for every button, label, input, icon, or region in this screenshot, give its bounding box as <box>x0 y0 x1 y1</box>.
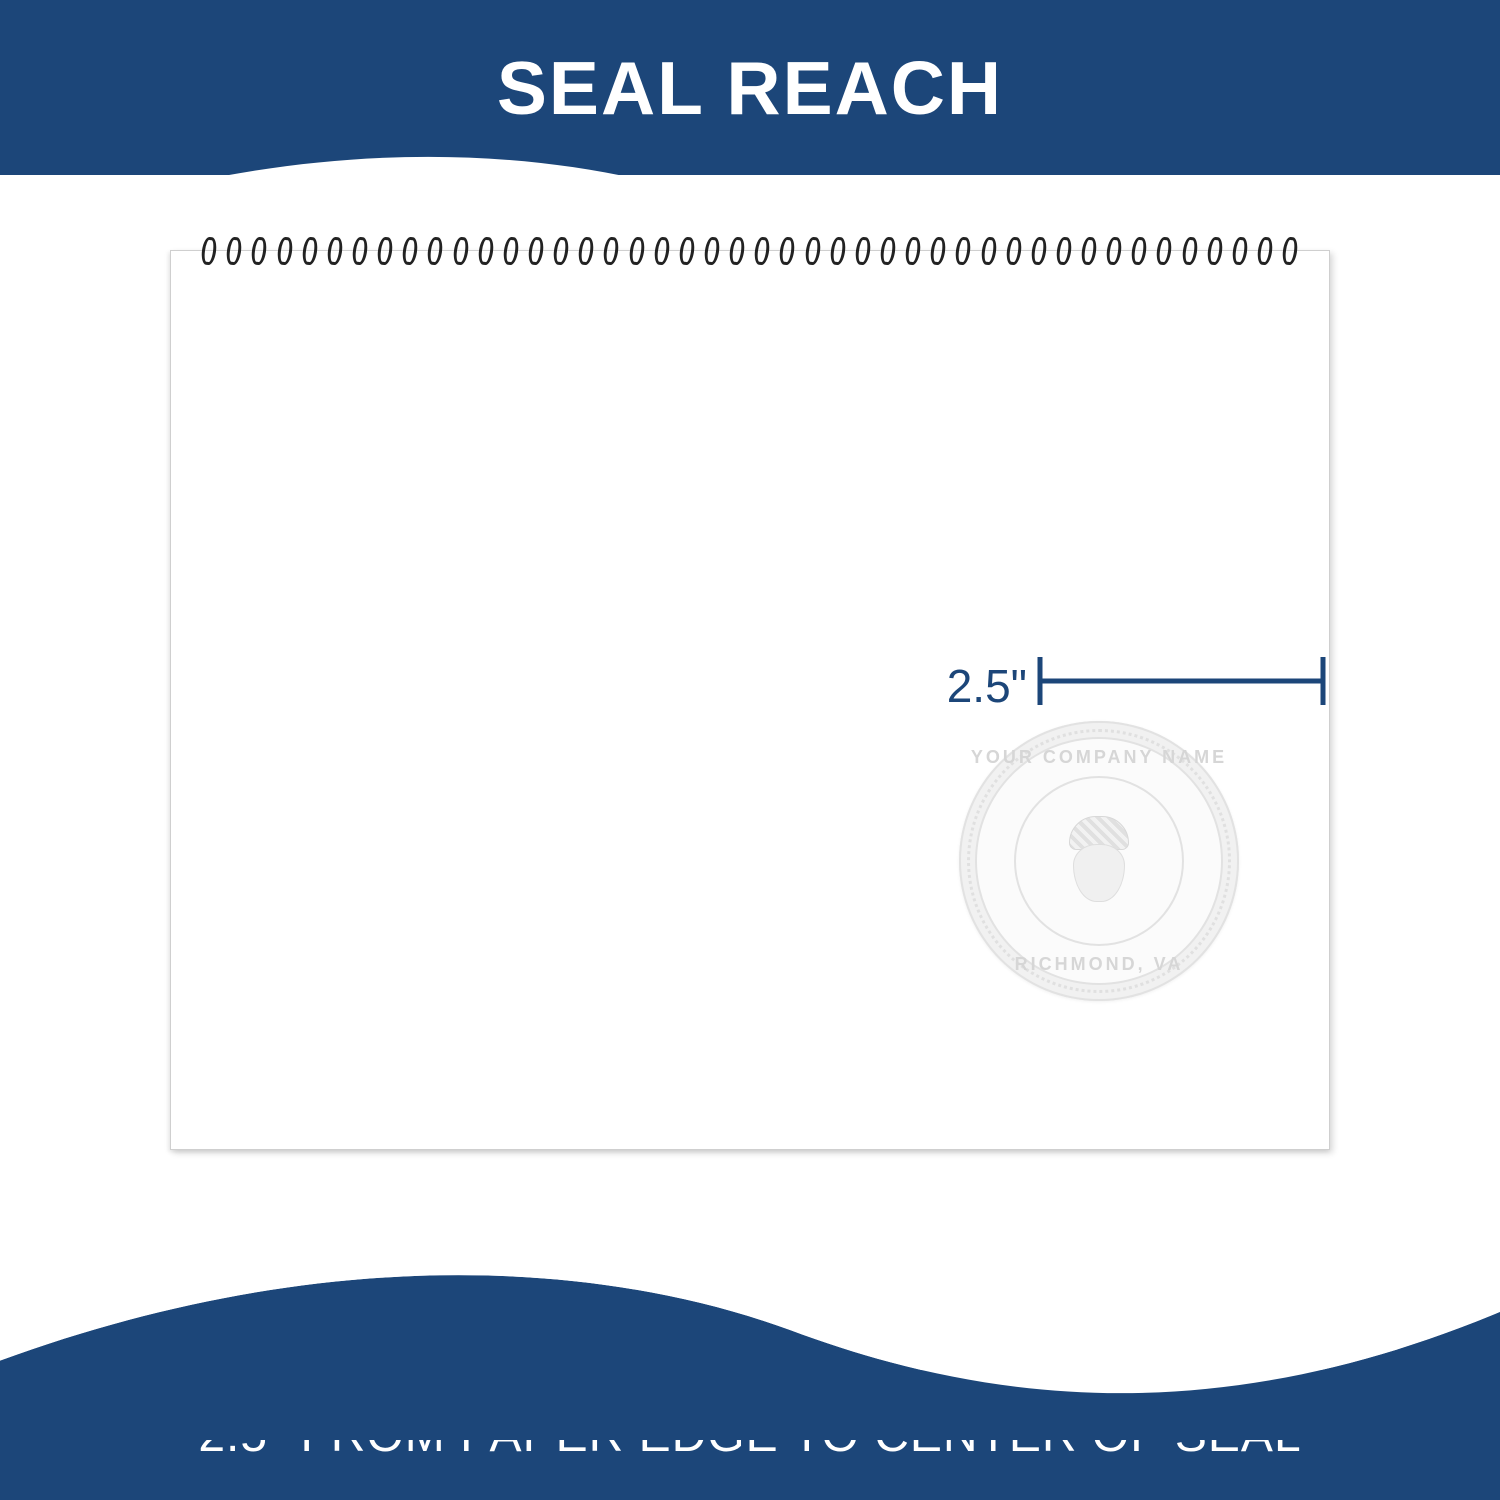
measurement-bracket <box>1034 651 1329 711</box>
footer-text: 2.5" FROM PAPER EDGE TO CENTER OF SEAL <box>198 1408 1301 1463</box>
notepad: 2.5" YOUR COMPANY NAME RICHMOND, VA <box>170 250 1330 1150</box>
seal-bottom-text: RICHMOND, VA <box>1015 954 1184 975</box>
spiral-binding <box>191 229 1309 273</box>
footer-band: 2.5" FROM PAPER EDGE TO CENTER OF SEAL <box>0 1370 1500 1500</box>
embossed-seal: YOUR COMPANY NAME RICHMOND, VA <box>959 721 1239 1001</box>
acorn-icon <box>1059 816 1139 906</box>
seal-inner-ring <box>1014 776 1184 946</box>
page-title: SEAL REACH <box>497 45 1003 131</box>
seal-top-text: YOUR COMPANY NAME <box>971 747 1227 768</box>
measurement-label: 2.5" <box>947 659 1027 713</box>
header-band: SEAL REACH <box>0 0 1500 175</box>
